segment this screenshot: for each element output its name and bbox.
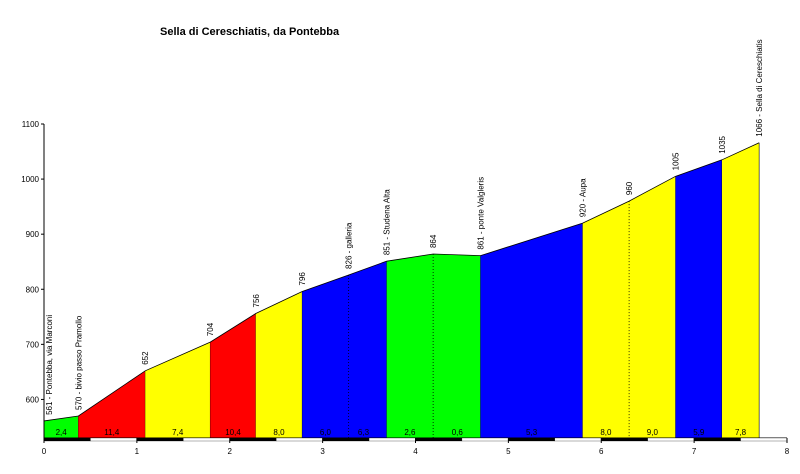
segment-4 [210, 313, 256, 438]
annotation-15: 1066 - Sella di Cereschiatis [755, 39, 764, 136]
annotation-6: 796 [298, 272, 307, 286]
segment-label-2: 11,4 [104, 428, 120, 437]
km-bar-1-1 [183, 437, 230, 442]
annotation-10: 861 - ponte Valgleris [477, 177, 486, 250]
x-tick-label-7: 7 [692, 447, 697, 456]
annotation-2: 570 - bivio passo Pramollo [74, 315, 83, 410]
annotation-5: 756 [252, 294, 261, 308]
segment-7 [386, 254, 481, 438]
segment-8 [480, 223, 583, 438]
segment-label-1: 2,4 [56, 428, 68, 437]
x-tick-label-1: 1 [135, 447, 140, 456]
segment-labels-layer: 2,4 11,4 7,4 10,4 8,0 6,0 2,6 5,3 8,0 5,9 7,8 6,3 0,… [56, 428, 747, 437]
km-bar-1-0 [136, 437, 184, 442]
segment-5 [255, 291, 303, 438]
segment-label-5: 8,0 [273, 428, 285, 437]
segments-layer [44, 142, 760, 439]
y-tick-label-1000: 1000 [21, 175, 39, 184]
annotation-1: 561 - Pontebba, via Marconi [45, 315, 54, 415]
annotation-12: 960 [625, 181, 634, 195]
km-bar-7-0 [693, 437, 741, 442]
km-bar-4-0 [415, 437, 463, 442]
km-bar-2-1 [276, 437, 323, 442]
km-bar-4-1 [461, 437, 509, 442]
annotation-11: 920 - Aupa [579, 178, 588, 217]
segment-label-6: 6,0 [320, 428, 332, 437]
profile-line [43, 142, 760, 422]
segment-label-9: 8,0 [600, 428, 612, 437]
segment-11 [721, 142, 760, 438]
segment-label-8: 5,3 [526, 428, 538, 437]
segment-label-4: 10,4 [225, 428, 241, 437]
axes-layer: 600 700 800 900 1000 1100 0 1 2 3 4 5 6 7 8 [21, 120, 790, 456]
y-tick-label-700: 700 [26, 340, 40, 349]
y-tick-label-800: 800 [26, 285, 40, 294]
segment-label-10: 5,9 [693, 428, 705, 437]
segment-sublabel-2: 0,6 [452, 428, 464, 437]
annotation-9: 864 [429, 234, 438, 248]
y-tick-label-900: 900 [26, 230, 40, 239]
chart-title: Sella di Cereschiatis, da Pontebba [160, 26, 340, 38]
annotation-4: 704 [206, 322, 215, 336]
x-tick-label-6: 6 [599, 447, 604, 456]
km-bar-6-0 [601, 437, 648, 442]
km-bar-3-0 [322, 437, 370, 442]
y-tick-label-600: 600 [26, 395, 40, 404]
dotted-lines-layer [348, 201, 630, 438]
annotation-7: 826 - galleria [345, 222, 354, 269]
segment-2 [78, 370, 146, 438]
y-tick-label-1100: 1100 [22, 120, 40, 129]
segment-6 [302, 261, 387, 438]
segment-3 [145, 342, 211, 438]
annotation-13: 1005 [672, 152, 681, 170]
km-bar-0-0 [43, 437, 91, 442]
km-bar-5-1 [554, 437, 602, 442]
km-bar-7-1 [740, 437, 788, 442]
segment-label-7: 2,6 [404, 428, 416, 437]
km-bar-5-0 [508, 437, 555, 442]
segment-label-11: 7,8 [735, 428, 747, 437]
annotation-14: 1035 [718, 135, 727, 153]
segment-sublabel-3: 9,0 [647, 428, 659, 437]
km-bar-6-1 [647, 437, 695, 442]
x-tick-label-4: 4 [413, 447, 418, 456]
segment-label-3: 7,4 [172, 428, 184, 437]
segment-1 [44, 415, 79, 438]
x-tick-label-2: 2 [228, 447, 233, 456]
segment-10 [675, 159, 722, 439]
segment-sublabel-1: 6,3 [358, 428, 370, 437]
profile-outline-layer [43, 142, 760, 422]
segment-9 [582, 176, 676, 439]
annotation-3: 652 [141, 351, 150, 365]
annotation-8: 851 - Studena Alta [383, 189, 392, 255]
x-tick-label-3: 3 [320, 447, 325, 456]
km-bar-3-1 [368, 437, 416, 442]
km-bar-0-1 [90, 437, 138, 442]
x-tick-label-0: 0 [42, 447, 47, 456]
annotations-layer: 561 - Pontebba, via Marconi 570 - bivio p… [45, 39, 764, 415]
x-tick-label-8: 8 [785, 447, 790, 456]
x-tick-label-5: 5 [506, 447, 511, 456]
km-bar-2-0 [229, 437, 277, 442]
